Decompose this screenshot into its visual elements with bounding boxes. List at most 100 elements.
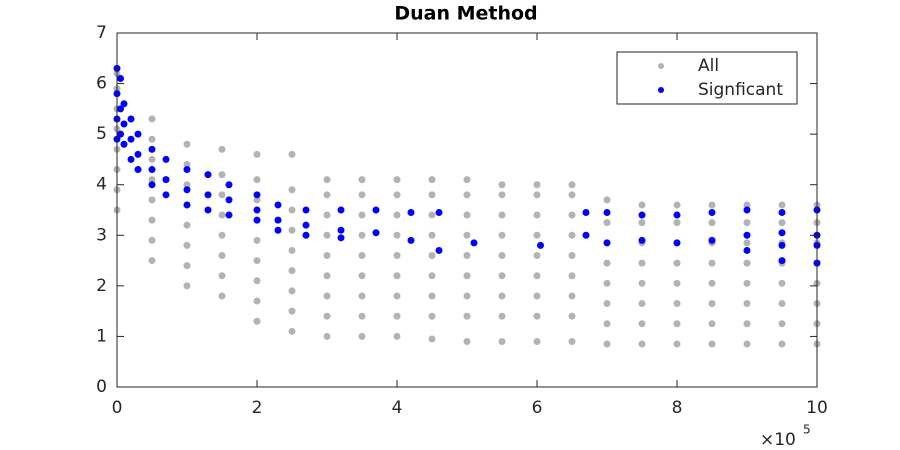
point	[120, 100, 128, 108]
point	[302, 221, 310, 229]
point	[253, 196, 261, 204]
point	[162, 176, 170, 184]
points	[113, 64, 821, 348]
point	[218, 272, 226, 280]
point	[603, 239, 611, 247]
point	[537, 241, 544, 249]
point	[393, 252, 401, 260]
y-tick-label: 5	[96, 124, 107, 144]
x-tick-label: 6	[532, 398, 543, 418]
point	[393, 176, 401, 184]
point	[708, 209, 716, 217]
point	[673, 320, 681, 328]
legend-box	[616, 51, 798, 105]
point	[218, 231, 226, 239]
point	[498, 272, 506, 280]
point	[638, 201, 646, 209]
point	[498, 312, 506, 320]
point	[743, 239, 751, 247]
point	[134, 166, 142, 174]
point	[533, 252, 541, 260]
point	[253, 297, 261, 305]
point	[743, 219, 751, 227]
point	[148, 145, 156, 153]
point	[302, 231, 310, 239]
point	[463, 272, 471, 280]
point	[778, 201, 786, 209]
point	[393, 312, 401, 320]
point	[148, 257, 156, 265]
point	[498, 181, 506, 189]
point	[743, 259, 751, 267]
point	[603, 340, 611, 348]
point	[708, 320, 716, 328]
point	[463, 252, 471, 260]
point	[743, 279, 751, 287]
point	[218, 145, 226, 153]
point	[533, 292, 541, 300]
point	[498, 252, 506, 260]
point	[778, 320, 786, 328]
point	[302, 206, 310, 214]
point	[323, 191, 331, 199]
point	[218, 252, 226, 260]
point	[288, 206, 296, 214]
point	[743, 201, 751, 209]
point	[148, 155, 156, 163]
point	[778, 300, 786, 308]
point	[568, 292, 576, 300]
x-multiplier: ×10	[760, 430, 796, 450]
point	[407, 209, 415, 217]
point	[372, 229, 380, 237]
y-tick-label: 0	[96, 377, 107, 397]
point	[288, 150, 296, 158]
point	[218, 191, 226, 199]
point	[288, 267, 296, 275]
point	[148, 236, 156, 244]
point	[393, 272, 401, 280]
point	[568, 252, 576, 260]
y-tick-label: 1	[96, 326, 107, 346]
point	[533, 337, 541, 345]
point	[498, 337, 506, 345]
point	[582, 209, 590, 217]
point	[435, 209, 443, 217]
point	[743, 320, 751, 328]
point	[225, 196, 233, 204]
point	[358, 231, 366, 239]
point	[127, 115, 135, 123]
point	[638, 320, 646, 328]
point	[323, 272, 331, 280]
point	[183, 241, 191, 249]
point	[204, 191, 212, 199]
point	[673, 279, 681, 287]
point	[288, 186, 296, 194]
point	[743, 246, 751, 254]
point	[638, 236, 646, 244]
point	[288, 327, 296, 335]
point	[288, 226, 296, 234]
point	[393, 231, 401, 239]
point	[183, 140, 191, 148]
point	[358, 272, 366, 280]
point	[673, 211, 681, 219]
point	[603, 209, 611, 217]
legend-marker	[658, 87, 664, 93]
legend-label: All	[698, 56, 719, 76]
point	[148, 196, 156, 204]
point	[582, 231, 590, 239]
x-tick-label: 0	[112, 398, 123, 418]
point	[358, 252, 366, 260]
point	[393, 292, 401, 300]
point	[743, 206, 751, 214]
point	[638, 279, 646, 287]
point	[274, 216, 282, 224]
x-multiplier-exponent: 5	[803, 423, 811, 437]
point	[533, 312, 541, 320]
x-tick-label: 10	[806, 398, 828, 418]
point	[673, 219, 681, 227]
point	[253, 216, 261, 224]
point	[533, 191, 541, 199]
point	[183, 262, 191, 270]
point	[743, 231, 751, 239]
